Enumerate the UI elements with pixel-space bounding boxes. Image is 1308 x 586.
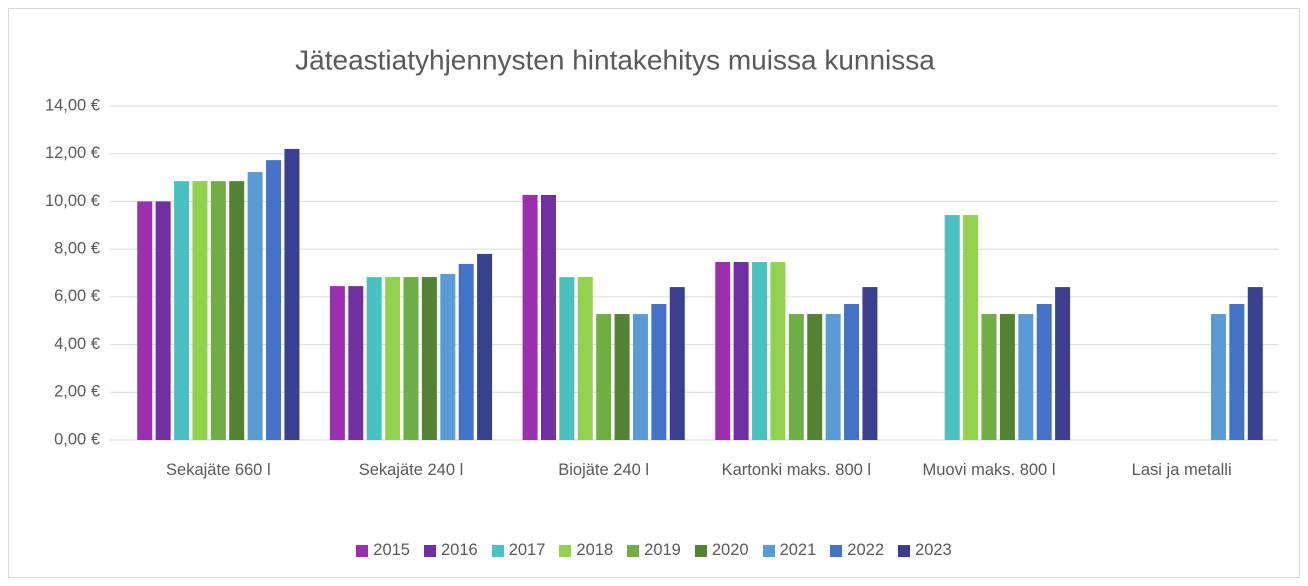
x-tick-label: Sekajäte 240 l [358, 461, 464, 479]
bar [632, 314, 648, 440]
bar [247, 172, 263, 440]
bar [284, 148, 300, 440]
bar [752, 262, 768, 440]
legend-item: 2020 [694, 541, 749, 560]
y-tick-label: 12,00 € [45, 144, 100, 162]
legend-label: 2020 [711, 541, 749, 559]
legend-label: 2017 [508, 541, 546, 559]
legend-item: 2019 [627, 541, 681, 560]
legend-item: 2016 [423, 541, 478, 560]
bar [788, 314, 804, 440]
x-tick-label: Kartonki maks. 800 l [721, 461, 872, 479]
bar [944, 215, 960, 440]
legend-swatch [830, 544, 843, 557]
x-tick-label: Lasi ja metalli [1131, 461, 1232, 479]
bar [477, 253, 493, 440]
legend-label: 2016 [440, 541, 478, 559]
legend: 2015 2016 2017 2018 2019 2020 2021 2022 2023 [0, 541, 1308, 560]
legend-label: 2023 [915, 541, 952, 559]
bar [540, 194, 556, 440]
legend-swatch [627, 544, 640, 557]
bar [559, 277, 575, 440]
bar [229, 181, 245, 440]
legend-label: 2022 [847, 541, 885, 559]
bar [770, 262, 786, 440]
bar [733, 262, 749, 440]
bar [577, 277, 593, 440]
legend-item: 2021 [762, 541, 817, 560]
bar [348, 286, 364, 440]
bar [266, 160, 282, 441]
bar [1055, 287, 1071, 440]
legend-item: 2023 [898, 541, 952, 560]
legend-item: 2015 [356, 541, 410, 560]
legend-item: 2018 [559, 541, 613, 560]
legend-label: 2019 [644, 541, 681, 559]
bar [522, 194, 538, 440]
legend-swatch [762, 544, 775, 557]
bar [385, 277, 401, 440]
bar [192, 181, 208, 440]
x-tick-label: Biojäte 240 l [558, 461, 650, 479]
bar [440, 273, 456, 440]
legend-swatch [356, 544, 369, 557]
x-tick-label: Sekajäte 660 l [166, 461, 271, 479]
legend-label: 2015 [373, 541, 410, 559]
bar [210, 181, 226, 440]
chart-title: Jäteastiatyhjennysten hintakehitys muiss… [295, 44, 935, 75]
y-tick-label: 14,00 € [45, 96, 100, 114]
y-tick-label: 4,00 € [54, 335, 100, 353]
bar [1247, 287, 1263, 440]
legend-swatch [491, 544, 504, 557]
bar [807, 314, 823, 440]
bar [596, 314, 612, 440]
bar [844, 304, 860, 440]
y-tick-label: 6,00 € [54, 287, 100, 305]
bar [1036, 304, 1052, 440]
y-tick-label: 2,00 € [54, 383, 100, 401]
bar [1018, 314, 1034, 440]
legend-item: 2022 [830, 541, 884, 560]
legend-item: 2017 [491, 541, 546, 560]
bar [862, 287, 878, 440]
legend-swatch [423, 544, 436, 557]
legend-label: 2021 [779, 541, 817, 559]
bar [825, 314, 841, 440]
bar [999, 314, 1015, 440]
bar [329, 286, 345, 440]
bar [421, 277, 437, 440]
y-tick-label: 10,00 € [45, 192, 100, 210]
bar [1210, 314, 1226, 440]
bar [403, 277, 419, 440]
bar [963, 215, 979, 440]
bar [174, 181, 190, 440]
bar [651, 304, 667, 440]
legend-swatch [898, 544, 911, 557]
bar [1229, 304, 1245, 440]
bar [137, 201, 153, 440]
x-tick-label: Muovi maks. 800 l [922, 461, 1056, 479]
bar [366, 277, 382, 440]
bar [669, 287, 685, 440]
bar [715, 262, 731, 440]
bar [155, 201, 171, 440]
legend-label: 2018 [576, 541, 614, 559]
bar [458, 263, 474, 440]
bar [981, 314, 997, 440]
legend-swatch [559, 544, 572, 557]
legend-swatch [694, 544, 707, 557]
y-tick-label: 0,00 € [54, 430, 100, 448]
y-tick-label: 8,00 € [54, 240, 100, 258]
bar [614, 314, 630, 440]
